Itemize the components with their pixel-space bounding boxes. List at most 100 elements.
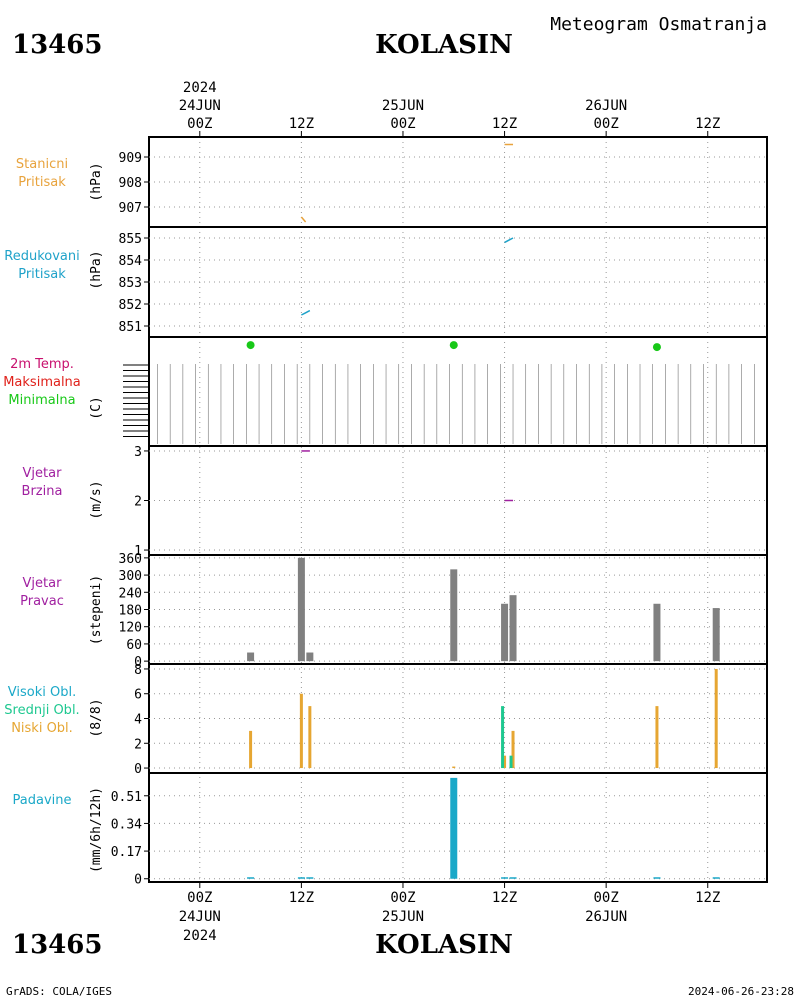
bar-clouds bbox=[249, 730, 253, 769]
station-id-top: 13465 bbox=[12, 30, 103, 60]
bar-precip bbox=[247, 877, 255, 879]
reduced-pressure-label-line: Redukovani bbox=[4, 249, 80, 264]
precip-label-line: Padavine bbox=[12, 793, 72, 808]
bar-clouds bbox=[509, 755, 513, 769]
unit-label-precip: (mm/6h/12h) bbox=[89, 787, 104, 873]
bottom-time-tick-label: 00Z bbox=[594, 890, 619, 906]
reduced-pressure-label-line: Pritisak bbox=[18, 267, 66, 282]
bottom-time-tick-label: 12Z bbox=[492, 890, 517, 906]
y-tick-label: 854 bbox=[119, 254, 143, 269]
clouds-label-line: Visoki Obl. bbox=[7, 685, 77, 700]
bottom-date-label: 24JUN bbox=[179, 909, 221, 925]
wind-speed-label-line: Vjetar bbox=[22, 466, 62, 481]
top-date-label: 26JUN bbox=[585, 98, 627, 114]
wind-speed-label-line: Brzina bbox=[21, 484, 63, 499]
y-tick-label: 2 bbox=[134, 495, 142, 510]
y-tick-label: 2 bbox=[134, 737, 142, 752]
y-tick-label: 853 bbox=[119, 276, 142, 291]
y-tick-label: 909 bbox=[119, 151, 142, 166]
bar-wind-dir bbox=[501, 603, 509, 662]
footer-timestamp: 2024-06-26-23:28 bbox=[688, 985, 794, 998]
bar-precip bbox=[306, 877, 314, 879]
station-pressure-label: Stanicni Pritisak bbox=[0, 156, 84, 192]
y-tick-label: 0 bbox=[134, 762, 142, 777]
bar-clouds bbox=[503, 755, 507, 769]
temperature-label: 2m Temp. Maksimalna Minimalna bbox=[0, 356, 84, 410]
wind-direction-label-line: Vjetar bbox=[22, 576, 62, 591]
clouds-label: Visoki Obl. Srednji Obl. Niski Obl. bbox=[0, 684, 84, 738]
y-tick-label: 851 bbox=[119, 320, 142, 335]
footer-credit: GrADS: COLA/IGES bbox=[6, 985, 112, 998]
bar-wind-dir bbox=[509, 595, 517, 662]
bar-clouds bbox=[655, 706, 659, 769]
temperature-label-line: Maksimalna bbox=[3, 375, 81, 390]
station-name-top: KOLASIN bbox=[375, 30, 513, 60]
station-pressure-label-line: Stanicni bbox=[15, 157, 69, 172]
y-tick-label: 0.51 bbox=[111, 790, 142, 805]
unit-label-station-pressure: (hPa) bbox=[89, 162, 104, 201]
y-tick-label: 0 bbox=[134, 873, 142, 888]
bar-precip bbox=[509, 877, 517, 879]
top-time-tick-label: 00Z bbox=[187, 116, 212, 132]
bar-clouds bbox=[511, 730, 515, 769]
wind-direction-label-line: Pravac bbox=[20, 594, 64, 609]
meteogram-title: Meteogram Osmatranja bbox=[550, 14, 767, 35]
clouds-label-line: Niski Obl. bbox=[11, 721, 73, 736]
panel-frame-temperature bbox=[148, 336, 768, 447]
y-tick-label: 0.34 bbox=[111, 817, 142, 832]
bar-wind-dir bbox=[450, 569, 458, 662]
bar-clouds bbox=[308, 706, 312, 769]
temperature-label-line: 2m Temp. bbox=[10, 357, 74, 372]
top-time-tick-label: 12Z bbox=[289, 116, 314, 132]
unit-label-temperature: (C) bbox=[89, 396, 104, 419]
station-id-bottom: 13465 bbox=[12, 930, 103, 960]
clouds-label-line: Srednji Obl. bbox=[4, 703, 80, 718]
min-temp-point bbox=[246, 341, 255, 350]
y-tick-label: 60 bbox=[126, 638, 142, 653]
bottom-time-tick-label: 12Z bbox=[289, 890, 314, 906]
unit-label-clouds: (8/8) bbox=[89, 698, 104, 737]
bottom-date-label: 26JUN bbox=[585, 909, 627, 925]
bar-wind-dir bbox=[247, 652, 255, 662]
y-tick-label: 908 bbox=[119, 176, 142, 191]
y-tick-label: 180 bbox=[119, 604, 142, 619]
min-temp-point bbox=[449, 341, 458, 350]
series-line-reduced-pressure bbox=[504, 237, 514, 244]
top-time-tick-label: 00Z bbox=[594, 116, 619, 132]
bar-wind-dir bbox=[306, 652, 314, 662]
top-date-label: 24JUN bbox=[179, 98, 221, 114]
top-time-tick-label: 00Z bbox=[390, 116, 415, 132]
bar-clouds bbox=[714, 668, 718, 769]
reduced-pressure-label: Redukovani Pritisak bbox=[0, 248, 84, 284]
bar-wind-dir bbox=[712, 608, 720, 662]
precip-label: Padavine bbox=[0, 792, 84, 810]
bottom-time-tick-label: 00Z bbox=[390, 890, 415, 906]
top-year-label: 2024 bbox=[183, 80, 217, 96]
top-date-label: 25JUN bbox=[382, 98, 424, 114]
y-tick-label: 1 bbox=[134, 544, 142, 559]
min-temp-point bbox=[652, 343, 661, 352]
bar-precip bbox=[297, 877, 305, 879]
top-time-tick-label: 12Z bbox=[695, 116, 720, 132]
y-tick-label: 4 bbox=[134, 713, 142, 728]
wind-speed-label: Vjetar Brzina bbox=[0, 465, 84, 501]
y-tick-label: 8 bbox=[134, 663, 142, 678]
station-name-bottom: KOLASIN bbox=[375, 930, 513, 960]
series-line-reduced-pressure bbox=[301, 309, 311, 316]
y-tick-label: 852 bbox=[119, 298, 142, 313]
station-pressure-label-line: Pritisak bbox=[18, 175, 66, 190]
wind-direction-label: Vjetar Pravac bbox=[0, 575, 84, 611]
bar-precip bbox=[501, 877, 509, 879]
bar-precip bbox=[450, 777, 458, 879]
bottom-time-tick-label: 00Z bbox=[187, 890, 212, 906]
y-tick-label: 0 bbox=[134, 655, 142, 670]
bar-clouds bbox=[501, 706, 505, 769]
bar-precip bbox=[653, 877, 661, 879]
bottom-year-label: 2024 bbox=[183, 928, 217, 944]
y-tick-label: 3 bbox=[134, 445, 142, 460]
series-line-station-pressure bbox=[300, 216, 307, 223]
y-tick-label: 120 bbox=[119, 621, 142, 636]
bar-precip bbox=[712, 877, 720, 879]
